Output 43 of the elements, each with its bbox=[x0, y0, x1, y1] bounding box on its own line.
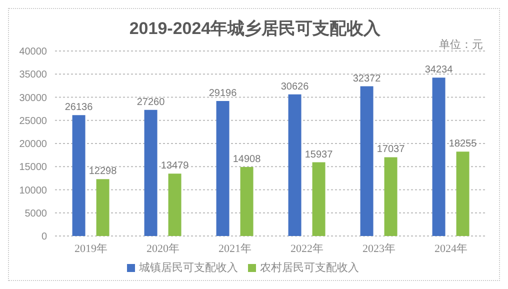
y-tick-label: 35000 bbox=[19, 70, 48, 81]
bar bbox=[456, 152, 470, 236]
y-tick-label: 5000 bbox=[24, 208, 48, 220]
bar bbox=[144, 110, 158, 236]
y-tick-label: 30000 bbox=[19, 92, 48, 104]
x-tick-label: 2023年 bbox=[362, 242, 396, 255]
x-tick-label: 2022年 bbox=[290, 242, 324, 255]
y-tick-label: 20000 bbox=[19, 139, 48, 150]
chart-title: 2019-2024年城乡居民可支配收入 bbox=[128, 18, 382, 40]
bar bbox=[432, 78, 446, 236]
legend-label: 城镇居民可支配收入 bbox=[139, 262, 238, 274]
x-tick-label: 2021年 bbox=[218, 242, 252, 255]
bar bbox=[168, 174, 182, 236]
bar bbox=[360, 86, 374, 236]
x-tick-label: 2024年 bbox=[434, 242, 468, 255]
y-tick-label: 10000 bbox=[19, 185, 48, 196]
data-label: 14908 bbox=[232, 154, 262, 166]
data-label: 26136 bbox=[64, 102, 94, 114]
y-tick-label: 0 bbox=[41, 232, 48, 243]
data-label: 15937 bbox=[304, 149, 334, 160]
data-label: 12298 bbox=[88, 166, 118, 178]
x-tick-label: 2019年 bbox=[74, 242, 108, 255]
bar bbox=[96, 179, 110, 236]
data-label: 34234 bbox=[424, 64, 454, 76]
bar bbox=[288, 94, 302, 236]
bar bbox=[312, 162, 326, 236]
data-label: 13479 bbox=[160, 160, 190, 172]
bar bbox=[216, 100, 230, 236]
data-label: 27260 bbox=[136, 96, 166, 108]
bar bbox=[72, 115, 86, 236]
x-tick-label: 2020年 bbox=[146, 242, 180, 255]
y-tick-label: 40000 bbox=[19, 46, 48, 58]
bar bbox=[384, 157, 398, 236]
data-label: 18255 bbox=[448, 138, 478, 150]
data-label: 17037 bbox=[376, 144, 406, 156]
y-tick-label: 15000 bbox=[19, 162, 48, 174]
data-label: 32372 bbox=[352, 73, 382, 84]
data-label: 30626 bbox=[280, 81, 310, 92]
legend-label: 农村居民可支配收入 bbox=[260, 262, 359, 274]
data-label: 29196 bbox=[208, 88, 238, 99]
y-tick-label: 25000 bbox=[19, 116, 48, 127]
annotation: 单位：元 bbox=[439, 38, 483, 52]
bar bbox=[240, 167, 254, 236]
